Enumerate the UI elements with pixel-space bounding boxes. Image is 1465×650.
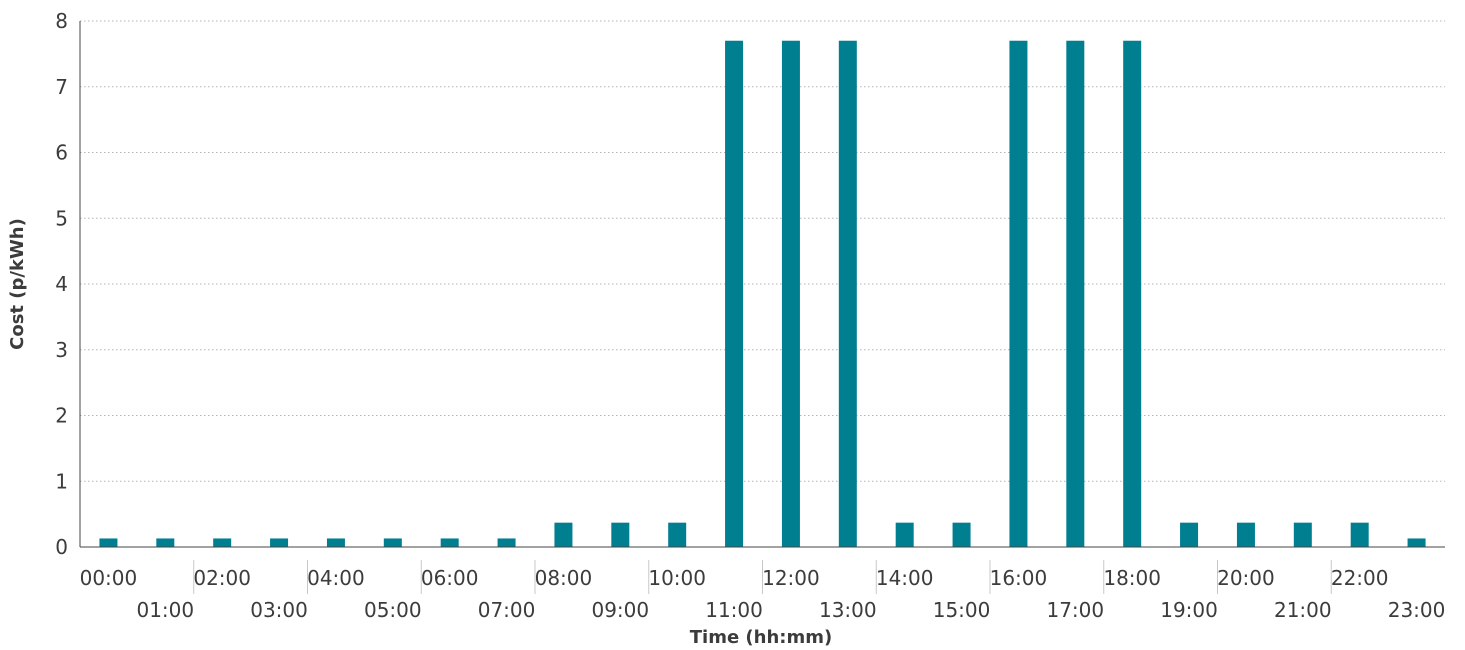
bar-2200 bbox=[1350, 522, 1369, 547]
bar-1800 bbox=[1123, 40, 1142, 547]
bar-0100 bbox=[156, 538, 175, 547]
bar-0200 bbox=[213, 538, 232, 547]
x-tick-label: 08:00 bbox=[535, 566, 593, 590]
y-axis: 0 1 2 3 4 5 6 7 8 bbox=[55, 9, 81, 559]
x-tick-label: 00:00 bbox=[80, 566, 138, 590]
bar-0700 bbox=[497, 538, 516, 547]
bars bbox=[99, 40, 1426, 547]
bar-2300 bbox=[1407, 538, 1426, 547]
x-tick-label: 05:00 bbox=[364, 598, 422, 622]
bar-0400 bbox=[326, 538, 345, 547]
gridlines bbox=[80, 20, 1445, 482]
x-tick-label: 12:00 bbox=[762, 566, 820, 590]
y-tick-label: 3 bbox=[55, 338, 68, 362]
bar-1000 bbox=[668, 522, 687, 547]
x-tick-label: 20:00 bbox=[1217, 566, 1275, 590]
x-tick-label: 06:00 bbox=[421, 566, 479, 590]
bar-0000 bbox=[99, 538, 118, 547]
x-tick-label: 19:00 bbox=[1160, 598, 1218, 622]
x-axis: 00:00 01:00 02:00 03:00 04:00 05:00 06:00 07:00… bbox=[80, 546, 1446, 622]
x-tick-label: 04:00 bbox=[307, 566, 365, 590]
x-tick-label: 17:00 bbox=[1046, 598, 1104, 622]
bar-0600 bbox=[440, 538, 459, 547]
y-tick-label: 2 bbox=[55, 404, 68, 428]
x-tick-label: 14:00 bbox=[876, 566, 934, 590]
bar-1400 bbox=[895, 522, 914, 547]
bar-1500 bbox=[952, 522, 971, 547]
bar-1900 bbox=[1180, 522, 1199, 547]
x-tick-label: 01:00 bbox=[136, 598, 194, 622]
x-tick-label: 03:00 bbox=[250, 598, 308, 622]
bar-1300 bbox=[838, 40, 857, 547]
x-tick-label: 16:00 bbox=[990, 566, 1048, 590]
bar-1700 bbox=[1066, 40, 1085, 547]
y-tick-label: 8 bbox=[55, 9, 68, 33]
x-tick-label: 09:00 bbox=[591, 598, 649, 622]
x-axis-title: Time (hh:mm) bbox=[690, 627, 832, 648]
x-tick-label: 13:00 bbox=[819, 598, 877, 622]
y-tick-label: 0 bbox=[55, 535, 68, 559]
x-tick-label: 02:00 bbox=[193, 566, 251, 590]
y-tick-label: 6 bbox=[55, 141, 68, 165]
y-tick-label: 4 bbox=[55, 272, 68, 296]
x-tick-label: 11:00 bbox=[705, 598, 763, 622]
y-tick-label: 1 bbox=[55, 469, 68, 493]
x-tick-label: 18:00 bbox=[1103, 566, 1161, 590]
bar-2000 bbox=[1236, 522, 1255, 547]
bar-1100 bbox=[725, 40, 744, 547]
x-tick-label: 22:00 bbox=[1331, 566, 1389, 590]
y-tick-label: 5 bbox=[55, 206, 68, 230]
x-tick-label: 23:00 bbox=[1388, 598, 1446, 622]
bar-0300 bbox=[270, 538, 289, 547]
y-tick-label: 7 bbox=[55, 75, 68, 99]
x-tick-label: 07:00 bbox=[478, 598, 536, 622]
bar-1200 bbox=[781, 40, 800, 547]
x-tick-label: 10:00 bbox=[648, 566, 706, 590]
bar-1600 bbox=[1009, 40, 1028, 547]
x-tick-label: 15:00 bbox=[933, 598, 991, 622]
bar-2100 bbox=[1293, 522, 1312, 547]
bar-0800 bbox=[554, 522, 573, 547]
bar-0900 bbox=[611, 522, 630, 547]
bar-0500 bbox=[383, 538, 402, 547]
x-tick-label: 21:00 bbox=[1274, 598, 1332, 622]
y-axis-title: Cost (p/kWh) bbox=[7, 218, 28, 350]
